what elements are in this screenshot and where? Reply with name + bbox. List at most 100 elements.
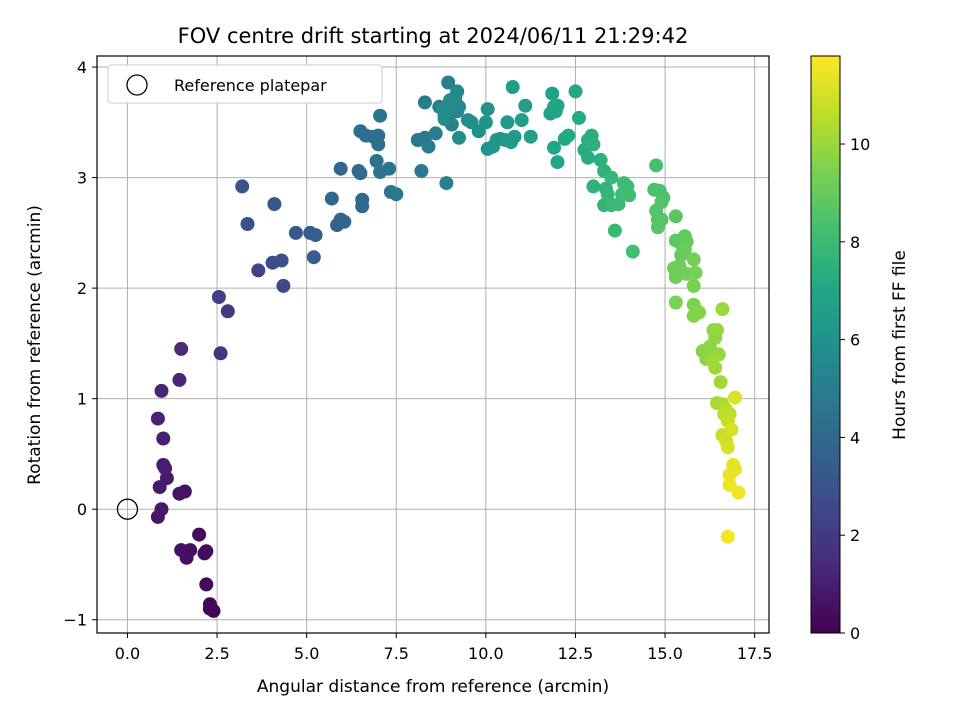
scatter-point (211, 290, 226, 304)
scatter-point (213, 346, 228, 361)
scatter-point (428, 126, 443, 141)
scatter-point (708, 360, 723, 375)
scatter-point (518, 98, 533, 113)
y-axis-label: Rotation from reference (arcmin) (25, 205, 45, 485)
scatter-point (720, 440, 735, 455)
scatter-point (439, 176, 454, 191)
scatter-point (593, 152, 608, 167)
legend-label-reference: Reference platepar (174, 76, 327, 95)
scatter-point (545, 86, 560, 101)
scatter-point (202, 597, 217, 612)
x-tick-label: 12.5 (558, 644, 594, 663)
legend-box (107, 64, 383, 104)
scatter-point (604, 170, 619, 185)
scatter-point (586, 137, 601, 152)
y-tick-label: −1 (63, 611, 87, 630)
scatter-point (507, 129, 522, 144)
plot-area (97, 56, 769, 633)
scatter-point (337, 214, 352, 229)
scatter-point (686, 252, 701, 267)
scatter-point (677, 242, 692, 257)
x-tick-label: 5.0 (294, 644, 319, 663)
scatter-point (441, 75, 456, 90)
scatter-point (581, 150, 595, 165)
colorbar-tick-label: 4 (850, 428, 860, 447)
scatter-point (547, 140, 561, 155)
scatter-point (192, 527, 207, 542)
scatter-point (622, 188, 637, 203)
scatter-point (288, 225, 303, 240)
x-axis-label: Angular distance from reference (arcmin) (257, 677, 609, 697)
scatter-point (452, 130, 466, 145)
grid (97, 56, 769, 633)
scatter-point (267, 197, 282, 212)
scatter-point (649, 158, 664, 173)
scatter-point (172, 486, 187, 501)
scatter-point (156, 431, 171, 446)
scatter-point (154, 502, 169, 517)
y-tick-label: 3 (77, 169, 87, 188)
scatter-point (276, 278, 291, 293)
scatter-point (713, 375, 728, 390)
scatter-point (150, 411, 165, 426)
colorbar-tick-label: 10 (850, 135, 870, 154)
scatter-point (199, 544, 214, 559)
scatter-point (371, 137, 386, 152)
scatter-point (437, 112, 452, 126)
y-tick-label: 1 (77, 390, 87, 409)
scatter-point (172, 372, 187, 387)
scatter-point (720, 529, 735, 544)
scatter-point (568, 84, 583, 99)
y-axis-ticks: −1 0 1 2 3 4 (63, 58, 97, 630)
scatter-points (116, 75, 746, 618)
scatter-point (523, 129, 538, 144)
scatter-point (607, 223, 622, 238)
x-axis-ticks: 0.0 2.5 5.0 7.5 10.0 12.5 15.0 17.5 (115, 633, 773, 663)
scatter-point (724, 422, 739, 437)
scatter-point (728, 390, 742, 405)
x-tick-label: 7.5 (384, 644, 409, 663)
scatter-point (688, 265, 703, 280)
scatter-point (668, 270, 683, 285)
scatter-point (199, 577, 214, 592)
scatter-point (333, 161, 348, 176)
scatter-point (373, 108, 388, 123)
scatter-point (240, 217, 255, 231)
scatter-point (478, 115, 493, 130)
scatter-point (355, 192, 370, 207)
scatter-point (600, 187, 615, 202)
x-tick-label: 15.0 (647, 644, 683, 663)
scatter-point (625, 244, 640, 259)
x-tick-label: 17.5 (737, 644, 773, 663)
scatter-point (251, 263, 266, 278)
colorbar-tick-label: 2 (850, 526, 860, 545)
scatter-point (686, 278, 701, 293)
scatter-point (505, 80, 520, 94)
scatter-point (324, 191, 339, 206)
reference-platepar-marker (116, 498, 139, 520)
scatter-point (235, 179, 250, 194)
scatter-point (722, 467, 737, 482)
y-tick-label: 2 (77, 279, 87, 298)
scatter-point (500, 115, 515, 130)
scatter-point (480, 102, 495, 117)
legend: Reference platepar (107, 64, 383, 104)
scatter-point (158, 461, 173, 476)
scatter-point (308, 228, 323, 243)
scatter-point (650, 220, 665, 235)
scatter-point (274, 253, 289, 268)
y-tick-label: 4 (77, 58, 87, 77)
scatter-point (154, 383, 169, 398)
scatter-point (220, 304, 235, 319)
plot-frame (96, 55, 770, 634)
scatter-point (421, 139, 436, 154)
scatter-point (389, 187, 404, 202)
legend-marker-reference (126, 74, 148, 96)
colorbar-tick-label: 0 (850, 624, 860, 643)
colorbar-label: Hours from first FF file (890, 250, 910, 440)
scatter-point (692, 305, 707, 320)
scatter-point (369, 154, 384, 168)
scatter-point (174, 543, 189, 558)
scatter-point (174, 341, 189, 356)
